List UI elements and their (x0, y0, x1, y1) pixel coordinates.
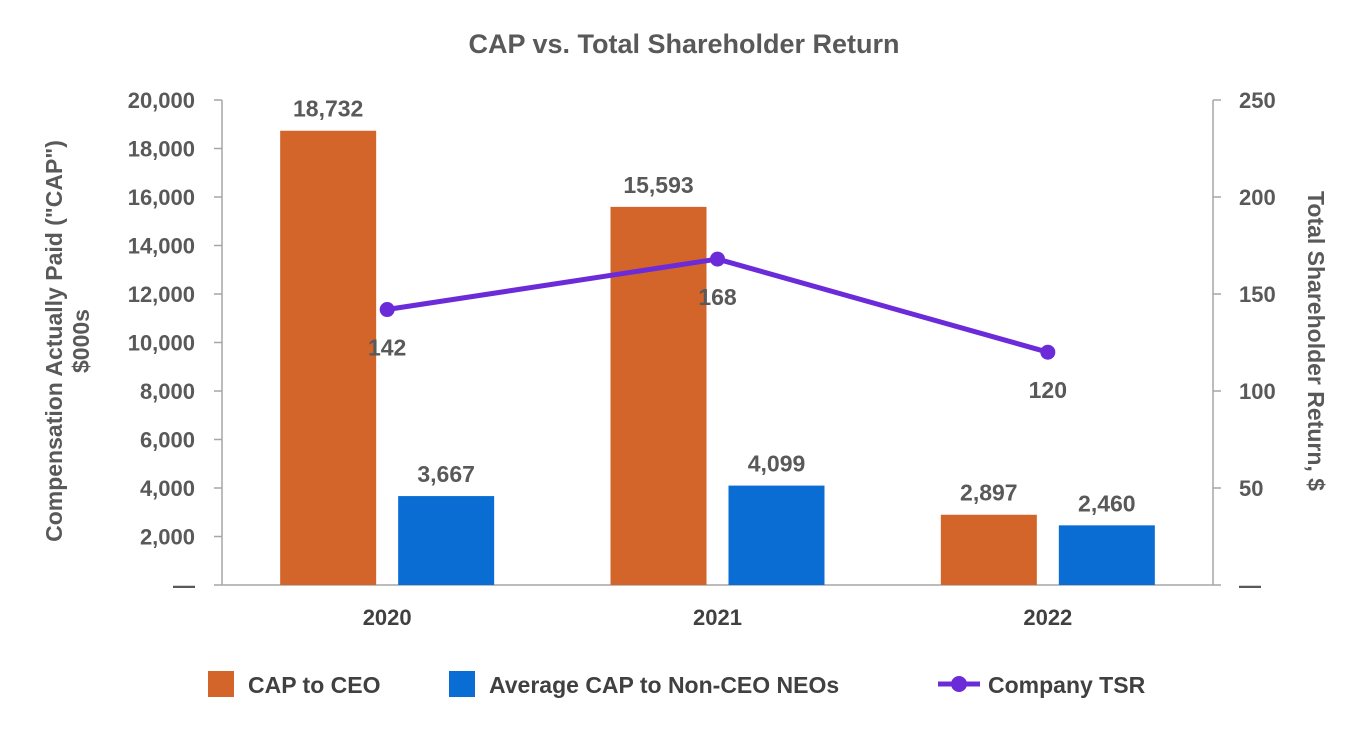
y-right-tick-label: 200 (1239, 185, 1276, 210)
bar-cap-neo-2020 (398, 496, 495, 585)
y-left-tick-label: 18,000 (128, 137, 195, 162)
y-right-tick-label: 250 (1239, 88, 1276, 113)
y-left-tick-label: 20,000 (128, 88, 195, 113)
y-left-tick-label: 16,000 (128, 185, 195, 210)
y-left-axis-label: Compensation Actually Paid ("CAP") (41, 140, 67, 542)
y-left-tick-label: — (173, 573, 195, 598)
y-left-axis-label-units: $000s (68, 309, 94, 373)
data-label: 2,460 (1078, 490, 1136, 516)
y-left-tick-label: 10,000 (128, 331, 195, 356)
bar-cap-ceo-2020 (280, 130, 377, 585)
x-tick-label: 2022 (1023, 605, 1072, 630)
y-left-tick-label: 6,000 (140, 428, 195, 453)
y-left-tick-label: 4,000 (140, 476, 195, 501)
tsr-point-2020 (379, 302, 395, 318)
y-right-tick-label: 100 (1239, 379, 1276, 404)
legend-label-cap-ceo: CAP to CEO (248, 672, 380, 698)
x-tick-label: 2020 (363, 605, 412, 630)
data-label: 4,099 (748, 451, 806, 477)
legend-marker-tsr (951, 676, 967, 692)
legend-swatch-cap-ceo (208, 671, 234, 697)
tsr-data-label: 168 (698, 284, 737, 310)
bar-cap-neo-2022 (1058, 525, 1155, 585)
legend-label-tsr: Company TSR (988, 672, 1146, 698)
data-label: 3,667 (417, 461, 475, 487)
data-label: 2,897 (960, 480, 1018, 506)
tsr-data-label: 120 (1029, 377, 1067, 403)
legend: CAP to CEO Average CAP to Non-CEO NEOs Com… (208, 671, 1146, 698)
bar-cap-ceo-2022 (940, 514, 1037, 585)
data-label: 18,732 (293, 96, 363, 122)
y-right-axis-label: Total Shareholder Return, $ (1303, 191, 1329, 491)
data-label: 15,593 (623, 172, 693, 198)
y-left-tick-label: 8,000 (140, 379, 195, 404)
y-left-tick-label: 12,000 (128, 282, 195, 307)
legend-swatch-cap-neo (449, 671, 475, 697)
plot-area: — 2,000 4,000 6,000 8,000 10,000 12,000 14,000 1… (128, 88, 1276, 630)
y-left-tick-label: 14,000 (128, 234, 195, 259)
chart-title: CAP vs. Total Shareholder Return (468, 29, 899, 59)
tsr-point-2022 (1040, 344, 1056, 360)
legend-label-cap-neo: Average CAP to Non-CEO NEOs (489, 672, 839, 698)
y-right-tick-label: 50 (1239, 476, 1263, 501)
tsr-point-2021 (710, 251, 725, 267)
x-tick-label: 2021 (693, 605, 742, 630)
y-left-tick-label: 2,000 (140, 525, 195, 550)
y-right-tick-label: — (1239, 573, 1261, 598)
tsr-data-label: 142 (368, 335, 406, 361)
bar-cap-neo-2021 (728, 485, 825, 585)
y-right-tick-label: 150 (1239, 282, 1276, 307)
